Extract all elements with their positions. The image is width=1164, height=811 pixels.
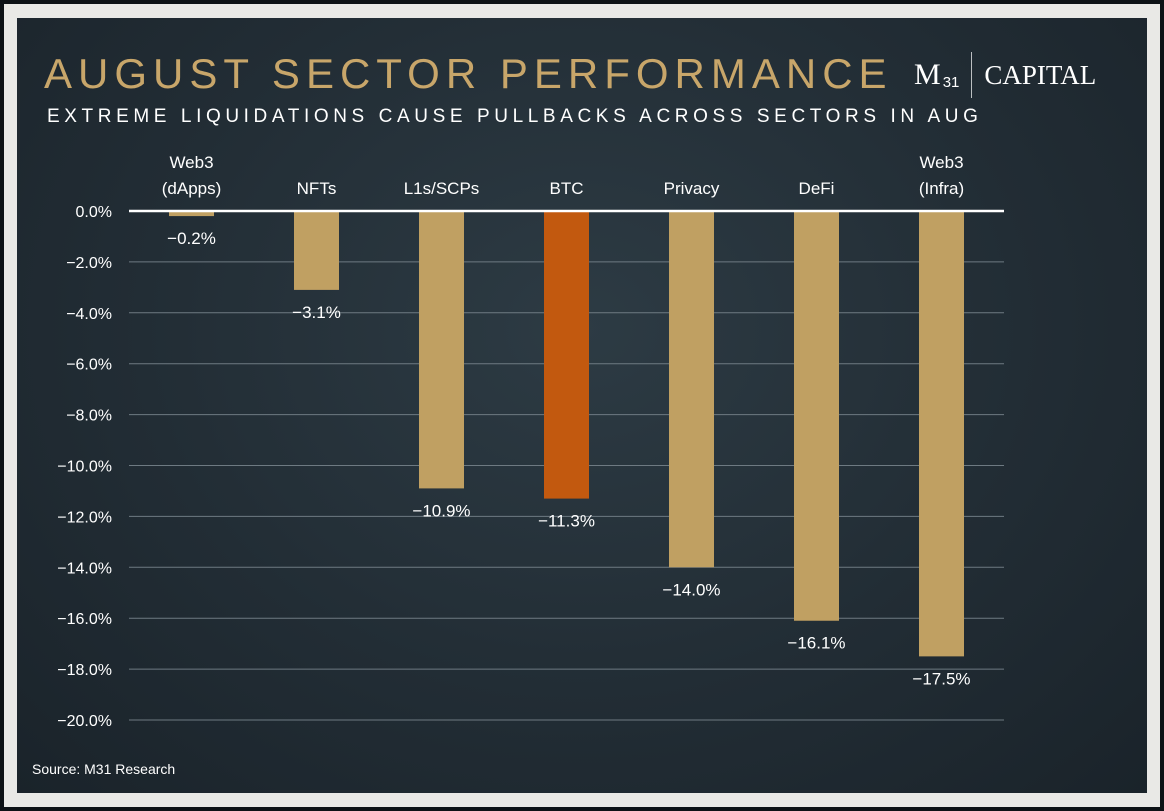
category-label-line: Web3: [919, 153, 963, 172]
data-label: −17.5%: [912, 669, 970, 688]
category-label-line: Privacy: [664, 179, 720, 198]
category-label: Web3 (dApps): [162, 153, 222, 198]
source-note: Source: M31 Research: [32, 761, 176, 777]
bar: [919, 211, 964, 657]
category-label: NFTs: [297, 179, 337, 198]
category-label: Privacy: [664, 179, 720, 198]
category-label-line: (dApps): [162, 179, 222, 198]
bar: [419, 211, 464, 489]
category-label: Web3 (Infra): [919, 153, 964, 198]
data-label: −10.9%: [412, 501, 470, 520]
y-tick-label: −14.0%: [57, 560, 112, 577]
chart-subtitle: EXTREME LIQUIDATIONS CAUSE PULLBACKS ACR…: [47, 106, 983, 127]
bar: [794, 211, 839, 621]
y-tick-label: −10.0%: [57, 459, 112, 476]
logo-mark-subscript: 31: [942, 73, 960, 91]
y-tick-label: 0.0%: [76, 204, 112, 221]
category-label-line: DeFi: [799, 179, 835, 198]
bar: [294, 211, 339, 290]
chart-title: AUGUST SECTOR PERFORMANCE: [44, 50, 893, 97]
category-label: L1s/SCPs: [404, 179, 480, 198]
y-tick-label: −4.0%: [66, 306, 112, 323]
y-tick-label: −18.0%: [57, 662, 112, 679]
y-tick-label: −8.0%: [66, 408, 112, 425]
chart-frame: AUGUST SECTOR PERFORMANCE EXTREME LIQUID…: [4, 4, 1160, 807]
data-label: −3.1%: [292, 303, 341, 322]
chart-panel: AUGUST SECTOR PERFORMANCE EXTREME LIQUID…: [17, 18, 1147, 793]
y-tick-label: −20.0%: [57, 713, 112, 730]
category-label: BTC: [550, 179, 584, 198]
category-label-line: BTC: [550, 179, 584, 198]
y-tick-label: −6.0%: [66, 357, 112, 374]
category-label-line: (Infra): [919, 179, 964, 198]
logo-name: CAPITAL: [984, 59, 1097, 90]
logo-mark: M: [914, 58, 941, 91]
y-tick-label: −12.0%: [57, 509, 112, 526]
bar: [169, 211, 214, 217]
m31-capital-logo: M 31 CAPITAL: [914, 50, 1096, 100]
y-tick-label: −16.0%: [57, 611, 112, 628]
bar: [544, 211, 589, 499]
y-tick-label: −2.0%: [66, 255, 112, 272]
data-label: −14.0%: [662, 580, 720, 599]
category-label: DeFi: [799, 179, 835, 198]
category-label-line: L1s/SCPs: [404, 179, 480, 198]
data-label: −16.1%: [787, 634, 845, 653]
data-label: −0.2%: [167, 229, 216, 248]
data-label: −11.3%: [538, 512, 595, 531]
logo-divider: [971, 52, 973, 98]
category-label-line: Web3: [169, 153, 213, 172]
bar-chart: 0.0% −2.0% −4.0% −6.0% −8.0% −10.0% −12.0% −14.…: [57, 153, 1004, 730]
bar: [669, 211, 714, 568]
category-label-line: NFTs: [297, 179, 337, 198]
